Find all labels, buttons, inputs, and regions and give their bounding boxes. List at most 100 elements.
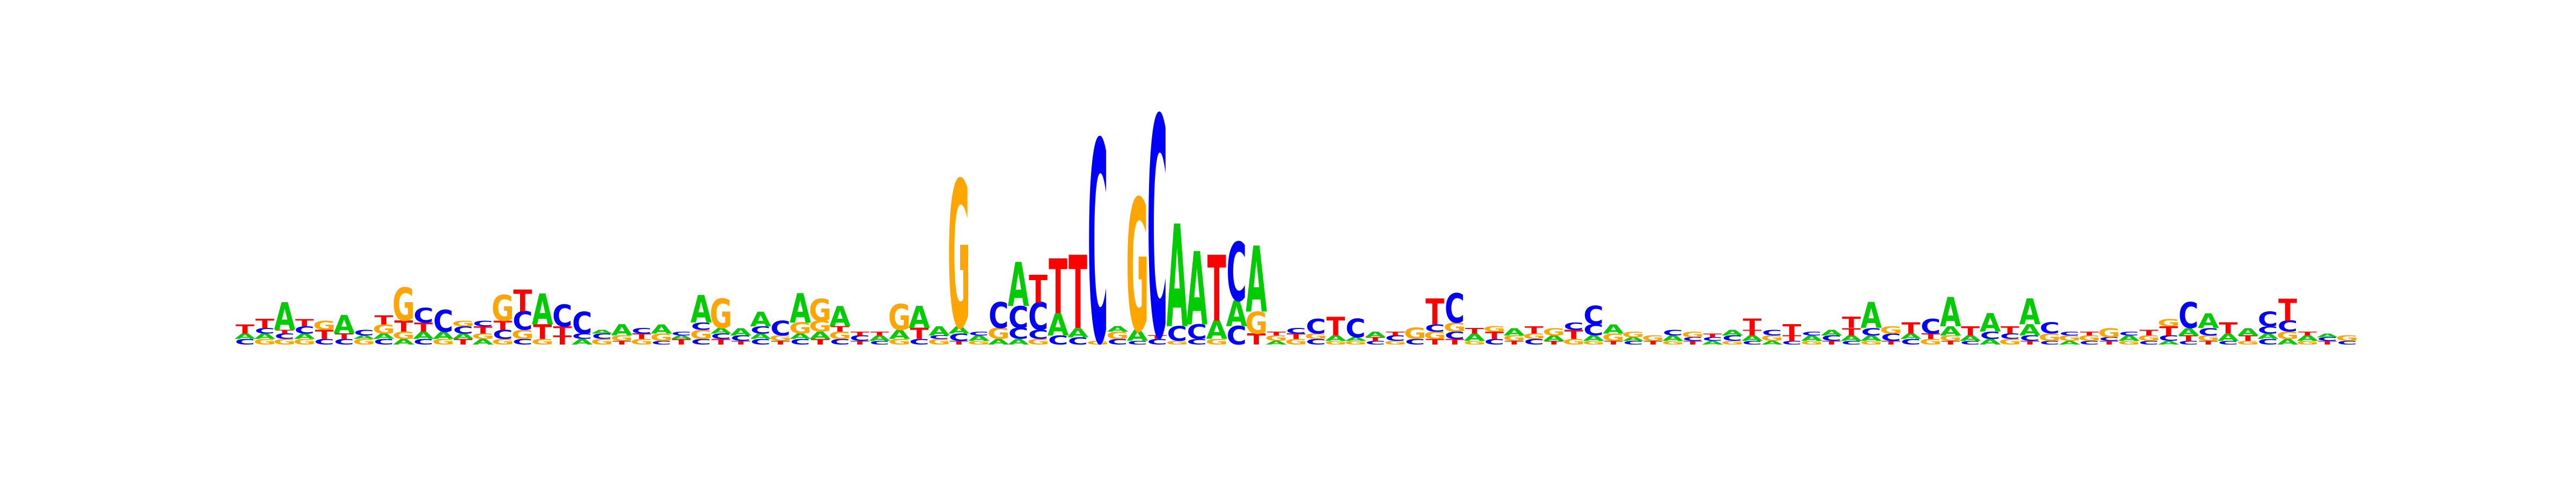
logo-letter: A [1008,338,1029,347]
logo-letter: A [1622,336,1644,342]
logo-letter: G [1404,325,1426,343]
logo-column: GTC [1920,314,1942,346]
logo-letter: C [433,304,453,339]
logo-letter: T [473,324,493,336]
logo-column: TCG [1681,330,1704,346]
logo-letter: T [295,317,314,329]
logo-letter: T [1445,338,1464,347]
logo-letter: G [392,279,415,332]
logo-letter: C [1167,322,1188,346]
logo-column: CGT [2138,328,2160,346]
logo-letter: A [1980,338,2001,347]
logo-letter: A [274,296,296,339]
logo-letter: T [553,333,572,348]
logo-letter: T [771,340,790,346]
logo-letter: A [1821,328,1842,338]
logo-letter: A [1067,326,1089,340]
logo-letter: A [789,286,811,333]
logo-letter: A [333,310,355,339]
logo-letter: T [553,324,572,339]
logo-letter: C [1345,314,1365,343]
logo-letter: G [2197,334,2220,343]
logo-letter: A [750,332,771,341]
logo-letter: C [731,334,751,343]
logo-letter: A [1107,325,1129,334]
logo-column: CTG [1483,325,1506,346]
logo-letter: T [1386,331,1404,336]
logo-letter: A [968,334,990,343]
logo-letter: T [533,320,552,344]
logo-letter: G [1523,332,1545,341]
logo-letter: T [1425,291,1444,333]
logo-letter: C [632,326,652,335]
logo-letter: A [2257,332,2279,341]
logo-column: CAT [1067,236,1089,352]
logo-letter: C [1722,334,1742,343]
logo-letter: A [1861,334,1882,343]
logo-letter: C [255,326,275,335]
logo-column: GCT [1384,331,1407,346]
logo-letter: C [1802,331,1821,336]
logo-column: CTG [313,318,335,346]
logo-letter: T [315,328,334,342]
logo-column: GAT [1463,326,1486,346]
logo-letter: G [789,320,811,338]
logo-letter: G [1503,334,1526,343]
logo-letter: A [1741,334,1763,343]
logo-column: GAC [1344,314,1367,346]
logo-letter: A [1464,332,1485,343]
logo-letter: T [949,340,968,346]
logo-letter: A [591,329,613,335]
logo-letter: T [1465,326,1484,335]
logo-letter: C [295,324,314,336]
logo-letter: G [1542,326,1565,338]
logo-letter: G [1483,325,1506,334]
logo-letter: T [275,329,294,335]
logo-column: GAG [888,297,911,346]
logo-letter: G [1662,340,1684,346]
logo-letter: A [373,332,394,341]
logo-letter: A [691,288,712,332]
logo-letter: G [809,292,831,328]
logo-letter: C [671,331,691,336]
logo-letter: C [711,332,731,341]
logo-letter: C [2158,334,2178,343]
logo-letter: A [1761,340,1783,346]
logo-letter: A [294,332,316,341]
logo-letter: G [1463,340,1486,346]
logo-letter: G [492,338,514,347]
logo-letter: C [1008,300,1028,335]
logo-letter: T [1842,314,1861,332]
logo-letter: C [2198,326,2218,338]
logo-letter: C [2178,295,2198,336]
logo-letter: G [1265,334,1287,343]
logo-letter: G [2058,334,2081,343]
logo-letter: A [572,338,593,347]
logo-letter: C [1901,338,1921,347]
logo-letter: C [751,338,771,347]
logo-letter: T [2199,340,2218,346]
logo-letter: C [1108,338,1128,347]
logo-letter: A [1504,326,1525,338]
logo-letter: A [235,332,256,341]
logo-letter: G [888,338,911,347]
logo-letter: A [711,326,732,335]
logo-letter: T [1684,340,1702,346]
logo-letter: C [1405,338,1425,347]
logo-column: GAC [968,331,990,346]
logo-column: GAC [1801,331,1823,346]
logo-letter: C [2119,331,2139,336]
logo-letter: C [1742,340,1762,346]
logo-letter: C [1861,326,1881,338]
logo-letter: G [273,338,296,347]
